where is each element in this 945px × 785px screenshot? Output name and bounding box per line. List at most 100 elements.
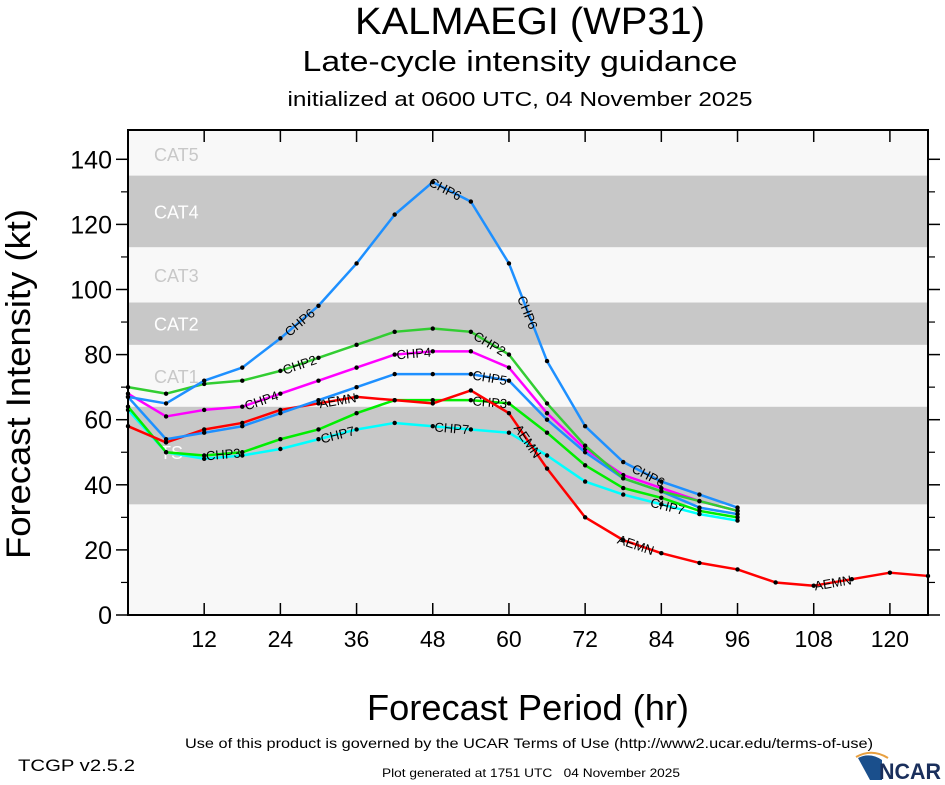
data-point: [735, 508, 740, 514]
ncar-logo: NCAR: [855, 751, 941, 784]
chart-title: KALMAEGI (WP31): [355, 1, 705, 43]
series-line-aemn: [127, 389, 929, 587]
data-point: [354, 261, 359, 266]
data-point: [240, 450, 245, 455]
data-point: [316, 427, 321, 432]
data-point: [392, 352, 397, 357]
series-label-aemn: AEMN: [813, 572, 853, 593]
data-point: [430, 401, 435, 406]
data-point: [659, 495, 664, 501]
x-tick-label: 60: [496, 626, 522, 652]
data-point: [582, 443, 588, 448]
axes: 12 24 36 48 60 72 84 96 108 120 0 20 40 60 80 100 120 140: [70, 129, 940, 652]
data-point: [278, 446, 283, 452]
data-point: [163, 440, 169, 445]
data-point: [468, 371, 474, 377]
y-tick-label: 20: [84, 537, 112, 565]
band-cat3: [128, 247, 928, 303]
x-tick-label: 108: [795, 626, 833, 652]
data-point: [659, 479, 664, 484]
y-tick-label: 60: [84, 407, 112, 435]
series-label-chp3: CHP3: [205, 445, 241, 463]
data-point: [201, 378, 207, 383]
data-point: [316, 397, 321, 403]
data-point: [278, 336, 283, 341]
data-point: [201, 427, 207, 432]
data-point: [430, 326, 435, 331]
data-point: [697, 560, 702, 566]
x-tick-label: 48: [420, 626, 446, 652]
data-point: [240, 378, 245, 383]
band-label-cat5: CAT5: [154, 145, 199, 165]
data-point: [468, 427, 474, 432]
data-point: [468, 349, 474, 354]
data-point: [430, 179, 435, 185]
band-label-cat3: CAT3: [154, 266, 199, 286]
data-point: [316, 303, 321, 308]
data-point: [773, 580, 778, 585]
data-point: [240, 420, 245, 426]
data-point: [659, 502, 664, 507]
data-point: [621, 537, 626, 543]
data-point: [354, 410, 359, 416]
data-point: [697, 511, 702, 517]
data-point: [506, 410, 512, 416]
band-cat5: [128, 130, 928, 176]
series-label-chp4: CHP4: [396, 345, 432, 363]
data-point: [240, 404, 245, 409]
x-tick-label: 12: [191, 626, 217, 652]
data-point: [392, 329, 397, 335]
series-label-chp7: CHP7: [434, 419, 470, 437]
data-point: [201, 453, 207, 458]
series-label-aemn: AEMN: [318, 390, 358, 411]
data-point: [697, 492, 702, 497]
data-point: [735, 567, 740, 572]
series-label-chp5: CHP5: [471, 368, 508, 389]
y-tick-label: 100: [70, 276, 112, 304]
forecast-series: CHP7 CHP7CHP7CHP3CHP3AEMNAEMNAEMNAEMNCHP5…: [125, 174, 931, 593]
data-point: [544, 466, 550, 471]
band-label-cat4: CAT4: [154, 202, 199, 222]
data-point: [392, 397, 397, 403]
data-point: [735, 518, 740, 523]
data-point: [697, 508, 702, 514]
data-point: [316, 355, 321, 361]
data-point: [163, 401, 169, 406]
x-tick-label: 24: [268, 626, 294, 652]
data-point: [278, 391, 283, 396]
x-tick-label: 84: [649, 626, 675, 652]
data-point: [659, 489, 664, 494]
data-point: [278, 368, 283, 374]
data-point: [392, 371, 397, 377]
data-point: [201, 381, 207, 387]
data-point: [811, 583, 816, 588]
data-point: [201, 430, 207, 435]
data-point: [354, 365, 359, 370]
data-point: [582, 515, 588, 520]
data-point: [544, 417, 550, 422]
data-point: [392, 212, 397, 217]
data-point: [735, 515, 740, 520]
data-point: [163, 414, 169, 419]
data-point: [468, 397, 474, 403]
data-point: [278, 437, 283, 442]
band-cat4: [128, 175, 928, 248]
data-point: [582, 424, 588, 429]
data-point: [316, 437, 321, 442]
band-ts: [128, 406, 928, 505]
y-tick-label: 40: [84, 472, 112, 500]
data-point: [354, 394, 359, 400]
version-text: TCGP v2.5.2: [18, 756, 135, 775]
data-point: [659, 550, 664, 556]
band-label-cat2: CAT2: [154, 315, 199, 335]
init-time: initialized at 0600 UTC, 04 November 202…: [288, 89, 753, 111]
data-point: [316, 378, 321, 383]
data-point: [354, 427, 359, 432]
data-point: [849, 576, 855, 582]
data-point: [163, 391, 169, 396]
data-point: [621, 476, 626, 481]
